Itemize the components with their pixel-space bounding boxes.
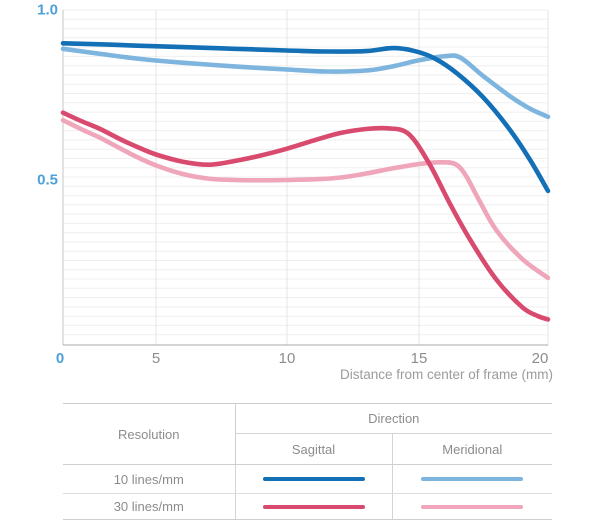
legend-table: Resolution Direction Sagittal Meridional… (63, 403, 553, 520)
legend-sagittal-header: Sagittal (235, 433, 393, 465)
curve-30-lines-mm-meridional (60, 117, 551, 281)
legend-resolution-header: Resolution (63, 403, 236, 465)
legend-row-label-30: 30 lines/mm (63, 493, 236, 520)
curve-30-lines-mm-sagittal (60, 110, 551, 322)
legend-meridional-header: Meridional (392, 433, 553, 465)
x-axis-title: Distance from center of frame (mm) (340, 367, 553, 382)
legend-swatch-30-meridional (421, 504, 524, 509)
curve-10-lines-mm-sagittal (60, 41, 551, 194)
legend-swatch-10-meridional (421, 477, 524, 481)
y-tick-label: 0.5 (37, 172, 58, 189)
legend-swatch-10-sagittal (262, 477, 365, 481)
x-tick-label: 5 (152, 350, 160, 367)
x-tick-label: 0 (56, 350, 64, 367)
x-tick-label: 15 (411, 350, 428, 367)
legend-row-label-10: 10 lines/mm (63, 464, 236, 494)
curve-10-lines-mm-meridional (60, 46, 551, 120)
x-tick-label: 20 (532, 350, 549, 367)
legend-direction-header: Direction (235, 403, 553, 434)
legend-swatch-30-sagittal (262, 504, 365, 509)
y-tick-label: 1.0 (37, 2, 58, 19)
x-tick-label: 10 (279, 350, 296, 367)
